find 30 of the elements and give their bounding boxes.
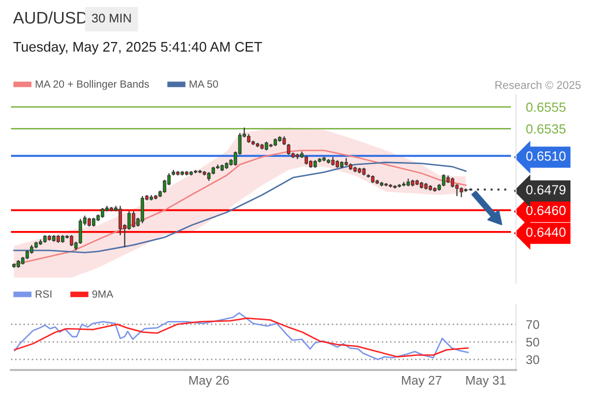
chart-title: AUD/USD — [13, 11, 88, 24]
y-tick-label: 50 — [526, 338, 540, 347]
y-tick-label: 0.6535 — [526, 124, 566, 134]
x-tick-label: May 27 — [402, 376, 442, 388]
candlestick — [127, 210, 131, 230]
y-tick-label: 70 — [526, 320, 540, 329]
candlestick — [132, 210, 136, 228]
line-series — [13, 162, 466, 254]
candlestick — [70, 234, 74, 247]
candlestick — [140, 196, 144, 224]
y-tick-label: 0.6440 — [526, 227, 566, 237]
legend-label: 9MA — [92, 290, 114, 298]
x-tick-label: May 26 — [189, 376, 229, 388]
y-tick-label: 0.6555 — [526, 102, 566, 112]
legend-label: MA 50 — [190, 80, 218, 88]
legend-label: RSI — [36, 290, 52, 298]
line-series — [13, 150, 466, 266]
candlestick — [460, 186, 464, 198]
y-tick-label: 0.6510 — [526, 151, 566, 161]
candlestick — [78, 218, 82, 244]
y-tick-label: 0.6479 — [526, 185, 566, 194]
legend-label: MA 20 + Bollinger Bands — [36, 80, 149, 90]
text: Research © 2025 — [495, 80, 581, 89]
candlestick — [162, 179, 166, 194]
chart-subtitle: 30 MIN — [92, 14, 131, 23]
text: May 31 — [466, 376, 506, 388]
text: Tuesday, May 27, 2025 5:41:40 AM CET — [13, 42, 262, 54]
y-tick-label: 30 — [526, 355, 540, 364]
y-tick-label: 0.6460 — [526, 206, 566, 216]
candlestick — [286, 143, 290, 156]
